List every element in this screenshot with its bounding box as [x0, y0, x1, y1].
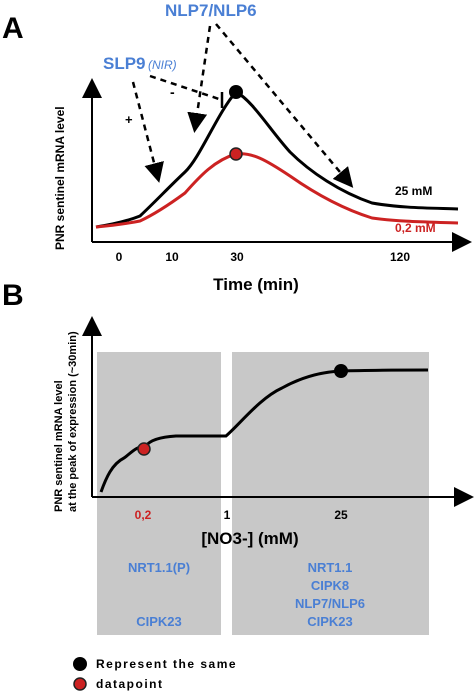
panel-b-y-label-2: at the peak of expression (~30min)	[67, 331, 79, 512]
minus-sign: -	[170, 84, 175, 100]
slp9-nir-label: (NIR)	[148, 58, 177, 72]
panel-b-tick-25: 25	[334, 508, 348, 522]
series-25mm-label: 25 mM	[395, 184, 432, 198]
nlp-arrow-right	[215, 23, 354, 188]
slp9-inhibition-line	[149, 74, 223, 102]
legend-black-dot	[73, 657, 87, 671]
series-25mm-line	[95, 90, 459, 229]
series-02mm-peak-point	[229, 147, 243, 161]
legend-line-2: datapoint	[96, 677, 164, 691]
panel-a-tick-120: 120	[390, 250, 410, 264]
right-box-item-4: CIPK23	[307, 614, 353, 629]
panel-a-y-label: PNR sentinel mRNA level	[53, 106, 67, 250]
panel-b-tick-02: 0,2	[135, 508, 152, 522]
panel-a-label: A	[2, 12, 24, 45]
panel-b-x-label: [NO3-] (mM)	[201, 529, 298, 548]
panel-a-x-label: Time (min)	[213, 275, 299, 294]
right-box-item-1: NRT1.1	[308, 560, 353, 575]
right-box-item-2: CIPK8	[311, 578, 349, 593]
panel-b-label: B	[2, 279, 24, 312]
left-condition-box	[97, 352, 221, 635]
legend-line-1: Represent the same	[96, 657, 237, 671]
panel-a-tick-30: 30	[230, 250, 244, 264]
panel-a-tick-0: 0	[116, 250, 123, 264]
nlp-arrow-left	[187, 25, 212, 133]
slp9-label: SLP9	[103, 54, 146, 73]
panel-b-y-label-1: PNR sentinel mRNA level	[53, 380, 65, 512]
right-box-item-3: NLP7/NLP6	[295, 596, 365, 611]
legend-red-dot	[73, 677, 87, 691]
series-02mm-label: 0,2 mM	[395, 221, 436, 235]
series-25mm-peak-point	[229, 85, 243, 99]
panel-b-black-point	[334, 364, 348, 378]
slp9-activation-arrow	[131, 81, 164, 183]
plus-sign: +	[125, 112, 133, 127]
panel-b-tick-1: 1	[224, 508, 231, 522]
nlp-label: NLP7/NLP6	[165, 1, 257, 20]
panel-a-tick-10: 10	[165, 250, 179, 264]
left-box-bottom-label: CIPK23	[136, 614, 182, 629]
left-box-top-label: NRT1.1(P)	[128, 560, 190, 575]
panel-b-red-point	[137, 442, 151, 456]
